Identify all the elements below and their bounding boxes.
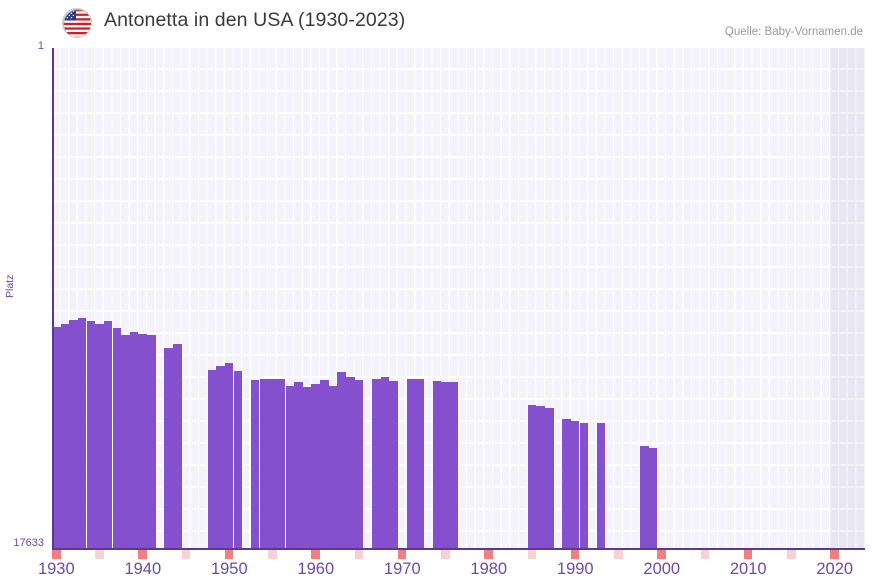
x-axis-label: 1970	[383, 560, 421, 578]
bar[interactable]	[562, 418, 571, 549]
bar[interactable]	[354, 380, 364, 549]
bar[interactable]	[311, 384, 320, 549]
bar[interactable]	[337, 372, 346, 549]
x-axis-label: 1930	[37, 560, 75, 578]
bar[interactable]	[294, 381, 303, 549]
bar[interactable]	[52, 327, 61, 549]
x-axis-line	[52, 548, 865, 550]
y-axis-top-label: 1	[37, 40, 44, 52]
bar[interactable]	[406, 378, 416, 549]
bar[interactable]	[372, 378, 381, 549]
bar[interactable]	[86, 321, 96, 549]
bar[interactable]	[389, 381, 398, 549]
bar[interactable]	[147, 334, 156, 549]
bar[interactable]	[449, 381, 459, 549]
bar[interactable]	[121, 334, 130, 549]
x-axis-tick	[570, 550, 580, 559]
bar[interactable]	[415, 378, 424, 549]
y-axis-title: Platz	[4, 274, 16, 298]
bar[interactable]	[250, 379, 260, 549]
x-axis-tick	[181, 550, 191, 559]
bar[interactable]	[268, 379, 277, 549]
bar[interactable]	[103, 321, 113, 549]
bar[interactable]	[95, 323, 104, 549]
bar[interactable]	[129, 331, 139, 549]
bar[interactable]	[77, 317, 87, 549]
bar[interactable]	[380, 377, 390, 549]
bar[interactable]	[579, 422, 589, 549]
us-flag-icon	[62, 8, 92, 38]
bar[interactable]	[320, 379, 329, 549]
x-axis-ticks	[52, 550, 865, 560]
bar[interactable]	[441, 381, 450, 549]
plot-area	[52, 48, 865, 549]
bar[interactable]	[285, 386, 295, 549]
bar[interactable]	[328, 386, 338, 549]
bar[interactable]	[173, 344, 182, 549]
bar[interactable]	[596, 423, 606, 549]
x-axis-tick	[527, 550, 537, 559]
bar[interactable]	[233, 371, 243, 549]
bar[interactable]	[216, 366, 225, 549]
bar[interactable]	[224, 363, 234, 549]
bar[interactable]	[138, 334, 147, 549]
x-axis-label: 1980	[470, 560, 508, 578]
x-axis-tick	[787, 550, 796, 559]
x-axis-label: 1950	[210, 560, 248, 578]
x-axis-tick	[614, 550, 623, 559]
bar[interactable]	[346, 377, 355, 549]
x-axis-tick	[700, 550, 710, 559]
x-axis-tick	[354, 550, 364, 559]
x-axis-tick	[268, 550, 277, 559]
x-axis-tick	[397, 550, 407, 559]
x-axis-label: 2020	[816, 560, 854, 578]
source-label: Quelle: Baby-Vornamen.de	[724, 26, 863, 38]
x-axis-tick	[52, 550, 61, 559]
y-axis-line	[52, 48, 54, 549]
bar[interactable]	[69, 320, 78, 549]
bar[interactable]	[544, 407, 554, 549]
bar[interactable]	[112, 328, 122, 549]
bar[interactable]	[536, 406, 545, 549]
x-axis-label: 2000	[643, 560, 681, 578]
horizontal-gridlines	[52, 48, 865, 549]
bar[interactable]	[164, 348, 173, 549]
bar[interactable]	[432, 381, 442, 549]
bar[interactable]	[640, 446, 649, 549]
x-axis-tick	[138, 550, 147, 559]
bar[interactable]	[207, 369, 217, 549]
x-axis-label: 1940	[124, 560, 162, 578]
x-axis-tick	[95, 550, 104, 559]
x-axis-tick	[657, 550, 666, 559]
y-axis-bottom-label: 17633	[13, 537, 44, 549]
x-axis-label: 1960	[297, 560, 335, 578]
x-axis-tick	[441, 550, 450, 559]
page-title: Antonetta in den USA (1930-2023)	[104, 9, 406, 31]
x-axis-tick	[311, 550, 320, 559]
x-axis-label: 1990	[556, 560, 594, 578]
bar-series	[52, 48, 865, 549]
bar[interactable]	[527, 405, 537, 549]
bar[interactable]	[259, 379, 269, 549]
x-axis-tick	[224, 550, 234, 559]
bar[interactable]	[570, 421, 580, 549]
chart-header: Antonetta in den USA (1930-2023) Quelle:…	[0, 0, 873, 44]
bar[interactable]	[276, 379, 286, 549]
x-axis-tick	[743, 550, 753, 559]
x-axis-label: 2010	[729, 560, 767, 578]
bar[interactable]	[648, 448, 658, 549]
x-axis-tick	[830, 550, 839, 559]
x-axis-tick	[484, 550, 493, 559]
bar[interactable]	[60, 324, 70, 549]
x-axis-labels: 1930 1940 1950 1960 1970 1980 1990 2000 2010 2020	[38, 560, 865, 586]
bar[interactable]	[302, 386, 312, 549]
